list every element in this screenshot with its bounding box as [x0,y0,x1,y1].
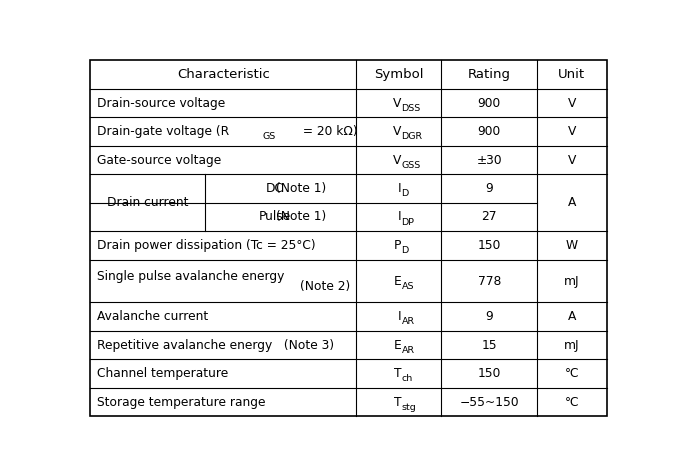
Text: AR: AR [401,317,415,326]
Text: Repetitive avalanche energy   (Note 3): Repetitive avalanche energy (Note 3) [97,339,334,352]
Text: −55~150: −55~150 [460,396,519,409]
Text: Storage temperature range: Storage temperature range [97,396,265,409]
Text: 900: 900 [477,125,501,138]
Text: ch: ch [401,374,413,383]
Text: A: A [568,310,576,323]
Text: W: W [566,239,578,252]
Text: mJ: mJ [564,275,579,287]
Text: V: V [393,125,401,138]
Text: Single pulse avalanche energy: Single pulse avalanche energy [97,270,284,283]
Text: Avalanche current: Avalanche current [97,310,208,323]
Text: DSS: DSS [401,103,421,113]
Text: D: D [401,189,409,198]
Text: Characteristic: Characteristic [177,68,270,81]
Text: Drain-source voltage: Drain-source voltage [97,96,225,110]
Text: GSS: GSS [401,160,421,169]
Text: °C: °C [564,396,579,409]
Text: Rating: Rating [468,68,511,81]
Text: E: E [394,339,401,352]
Text: DGR: DGR [401,132,422,141]
Text: mJ: mJ [564,339,579,352]
Text: stg: stg [401,403,416,412]
Text: DC: DC [266,182,284,195]
Text: I: I [398,211,401,223]
Text: Drain-gate voltage (R: Drain-gate voltage (R [97,125,228,138]
Text: Drain current: Drain current [107,196,188,209]
Text: AS: AS [401,282,414,291]
Text: V: V [393,96,401,110]
Text: DP: DP [401,218,415,227]
Text: Unit: Unit [558,68,585,81]
Text: T: T [394,367,401,380]
Text: P: P [394,239,401,252]
Text: V: V [393,153,401,167]
Text: 9: 9 [486,310,493,323]
Text: 900: 900 [477,96,501,110]
Text: D: D [401,246,409,255]
Text: Pulse: Pulse [259,211,291,223]
Text: Drain power dissipation (Tc = 25°C): Drain power dissipation (Tc = 25°C) [97,239,316,252]
Text: (Note 1): (Note 1) [276,182,326,195]
Text: 778: 778 [477,275,501,287]
Text: °C: °C [564,367,579,380]
Text: ±30: ±30 [477,153,502,167]
Text: 27: 27 [481,211,497,223]
Text: V: V [568,96,576,110]
Text: Symbol: Symbol [374,68,424,81]
Text: = 20 kΩ): = 20 kΩ) [299,125,357,138]
Text: A: A [568,196,576,209]
Text: (Note 1): (Note 1) [276,211,326,223]
Text: 150: 150 [477,239,501,252]
Text: E: E [394,275,401,287]
Text: I: I [398,310,401,323]
Text: 150: 150 [477,367,501,380]
Text: 15: 15 [481,339,497,352]
Text: Channel temperature: Channel temperature [97,367,228,380]
Text: I: I [398,182,401,195]
Text: V: V [568,125,576,138]
Text: 9: 9 [486,182,493,195]
Text: V: V [568,153,576,167]
Text: GS: GS [262,132,275,141]
Text: AR: AR [401,346,415,355]
Text: T: T [394,396,401,409]
Text: (Note 2): (Note 2) [300,279,350,293]
Text: Gate-source voltage: Gate-source voltage [97,153,221,167]
